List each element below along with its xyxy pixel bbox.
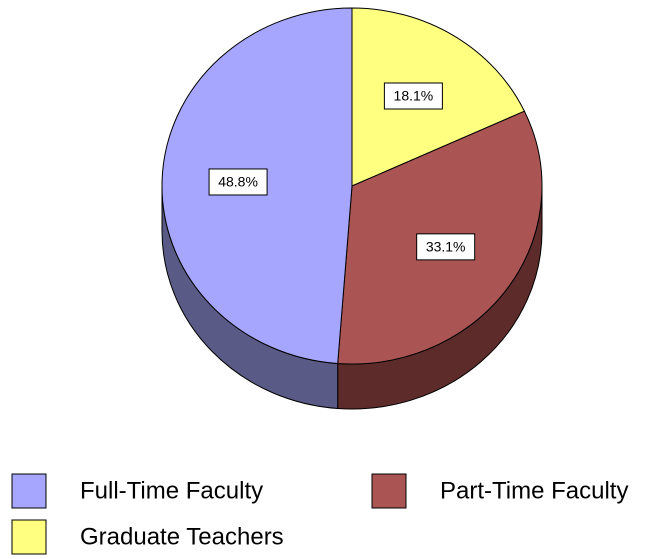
legend-swatch <box>11 473 47 509</box>
value-label: 33.1% <box>426 239 466 255</box>
legend-swatch <box>11 519 47 555</box>
value-label: 18.1% <box>394 88 434 104</box>
legend-swatch <box>371 473 407 509</box>
legend-label: Full-Time Faculty <box>80 477 263 504</box>
label-box <box>208 168 268 196</box>
value-label: 48.8% <box>218 174 258 190</box>
legend-label: Graduate Teachers <box>80 523 284 550</box>
label-box <box>383 82 443 110</box>
legend-label: Part-Time Faculty <box>440 477 628 504</box>
label-box <box>416 233 476 261</box>
